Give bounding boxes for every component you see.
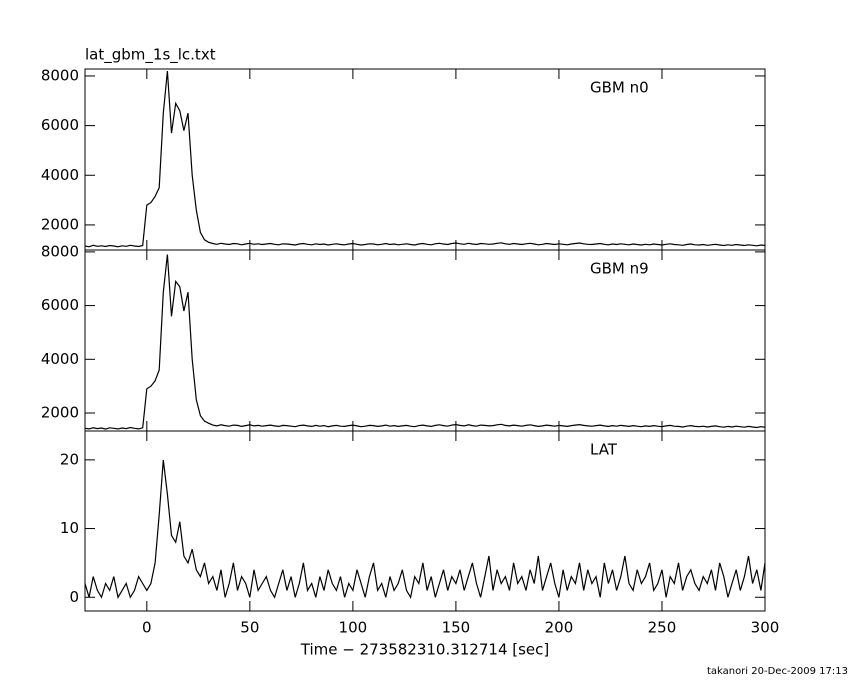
x-tick-label: 100 (339, 619, 368, 637)
y-tick-label: 8000 (41, 242, 79, 260)
light-curve (84, 70, 766, 248)
y-tick-label: 6000 (41, 296, 79, 314)
x-tick-label: 0 (142, 619, 152, 637)
panel-frame (84, 68, 766, 251)
panel-label: GBM n0 (590, 79, 649, 97)
chart-title: lat_gbm_1s_lc.txt (85, 46, 216, 65)
panel-label: GBM n9 (590, 260, 649, 278)
y-tick-label: 6000 (41, 116, 79, 134)
y-tick-label: 0 (69, 588, 79, 606)
x-axis-label: Time − 273582310.312714 [sec] (300, 641, 550, 659)
y-tick-label: 2000 (41, 404, 79, 422)
y-tick-label: 2000 (41, 215, 79, 233)
y-tick-label: 20 (60, 450, 79, 468)
panel-frame (84, 249, 766, 432)
y-tick-label: 4000 (41, 166, 79, 184)
x-tick-label: 50 (240, 619, 259, 637)
footer: takanori 20-Dec-2009 17:13 (707, 666, 848, 677)
panel-frame (84, 430, 766, 612)
x-tick-label: 150 (442, 619, 471, 637)
x-tick-label: 200 (545, 619, 574, 637)
light-curve (84, 254, 766, 430)
light-curve (84, 459, 766, 599)
x-tick-label: 250 (648, 619, 677, 637)
y-tick-label: 8000 (41, 66, 79, 84)
y-tick-label: 4000 (41, 350, 79, 368)
y-tick-label: 10 (60, 519, 79, 537)
panel-label: LAT (590, 441, 618, 459)
x-tick-label: 300 (751, 619, 780, 637)
